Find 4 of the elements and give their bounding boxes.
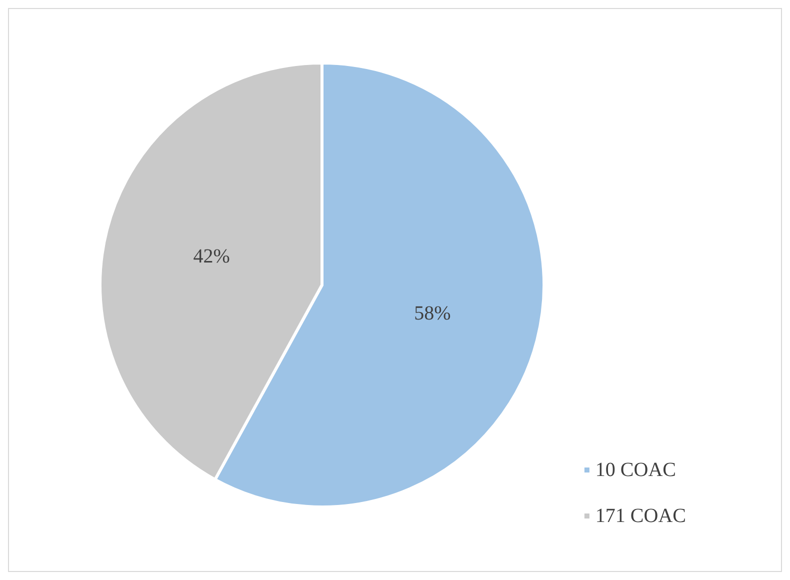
legend-label: 171 COAC bbox=[595, 505, 686, 527]
legend-label: 10 COAC bbox=[595, 459, 676, 481]
data-label: 42% bbox=[193, 246, 230, 268]
data-label: 58% bbox=[414, 302, 451, 324]
